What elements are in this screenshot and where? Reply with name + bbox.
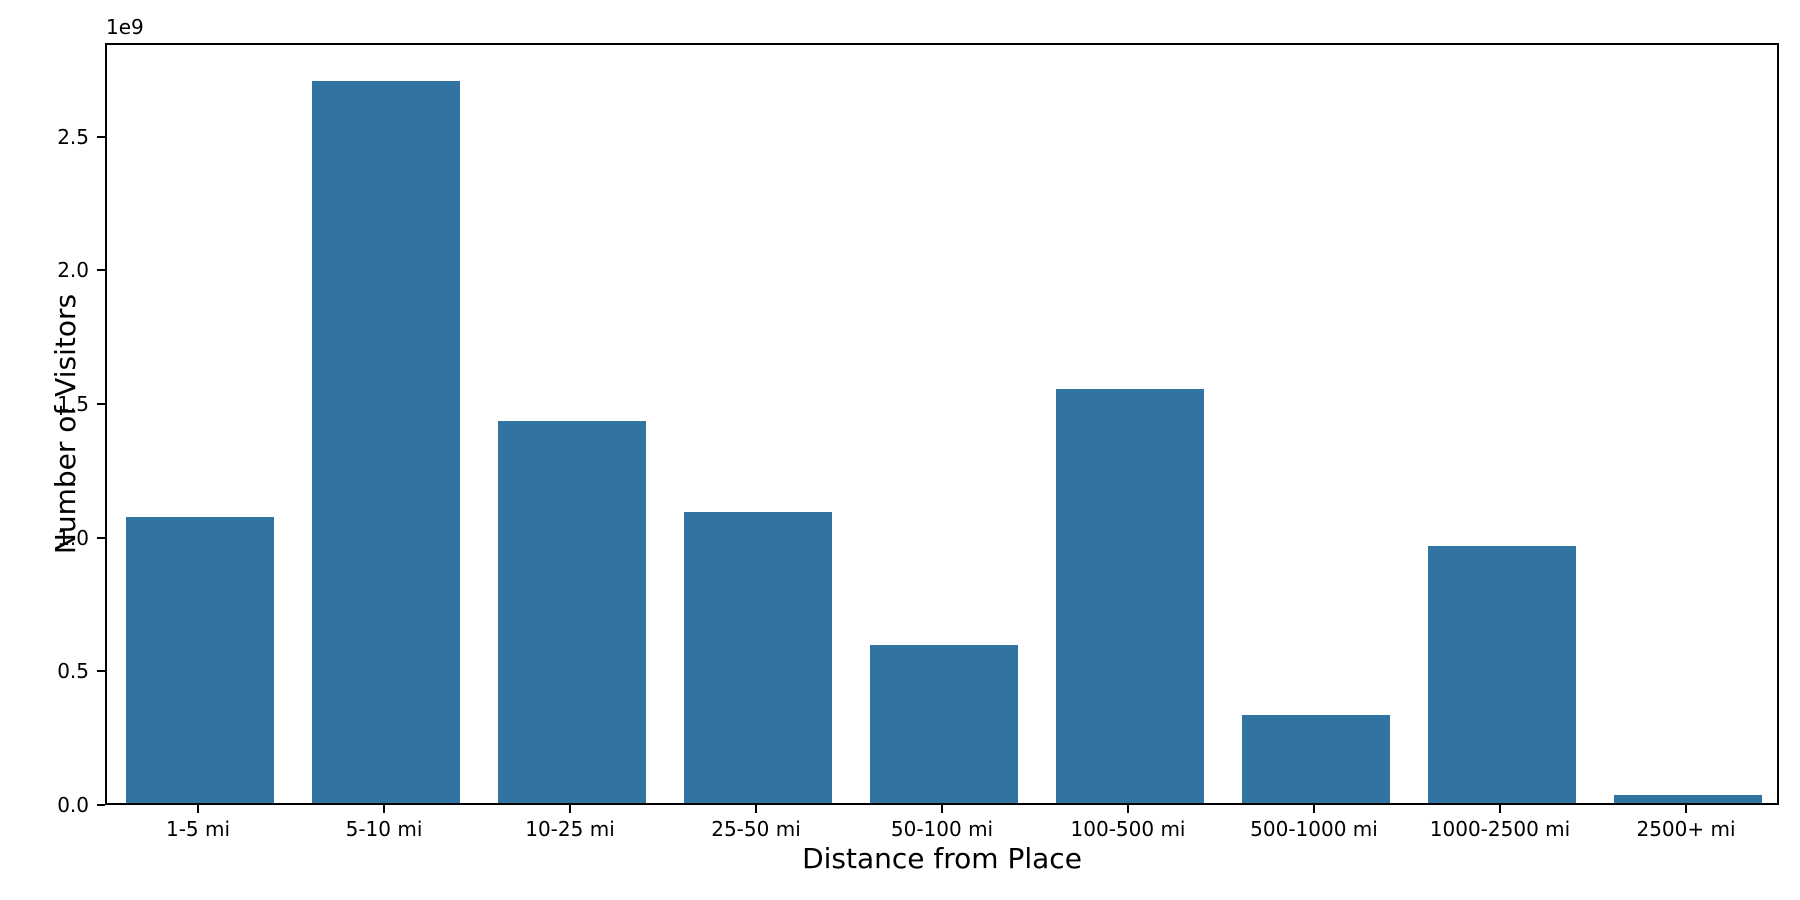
x-tick-mark [383,805,385,813]
y-tick-label: 1.0 [57,525,89,550]
x-tick-label: 100-500 mi [1070,817,1186,841]
x-tick-label: 25-50 mi [711,817,801,841]
bar-1000-2500-mi [1427,546,1577,803]
y-axis-offset-text: 1e9 [106,15,144,39]
y-axis-label: Number of Visitors [49,293,83,555]
bar-5-10-mi [311,81,461,803]
x-tick-label: 5-10 mi [345,817,423,841]
y-tick-mark [97,269,105,272]
x-tick-label: 500-1000 mi [1250,817,1378,841]
x-tick-mark [1499,805,1501,813]
x-tick-label: 2500+ mi [1636,817,1736,841]
y-tick-mark [97,135,105,138]
bar-50-100-mi [869,645,1019,803]
x-tick-mark [755,805,757,813]
plot-area [105,43,1779,805]
y-tick-mark [97,536,105,539]
x-tick-mark [1685,805,1687,813]
y-tick-mark [97,804,105,806]
x-tick-label: 1000-2500 mi [1429,817,1571,841]
bar-2500+-mi [1613,794,1763,803]
y-axis-label-container: Number of Visitors [49,43,83,805]
x-tick-mark [197,805,199,813]
y-tick-mark [97,402,105,405]
x-tick-label: 10-25 mi [525,817,615,841]
y-tick-label: 0.5 [57,659,89,684]
x-tick-mark [1313,805,1315,813]
y-tick-label: 1.5 [57,391,89,416]
bar-100-500-mi [1055,388,1205,803]
bar-1-5-mi [125,516,275,803]
y-tick-label: 2.0 [57,258,89,283]
bar-500-1000-mi [1241,714,1391,803]
x-tick-mark [569,805,571,813]
x-tick-mark [1127,805,1129,813]
x-tick-label: 50-100 mi [890,817,994,841]
x-axis-label: Distance from Place [802,842,1082,875]
bar-25-50-mi [683,511,833,803]
y-tick-mark [97,670,105,673]
y-tick-label: 0.0 [57,793,89,817]
x-tick-mark [941,805,943,813]
x-tick-label: 1-5 mi [165,817,231,841]
bar-10-25-mi [497,420,647,803]
y-tick-label: 2.5 [57,124,89,149]
